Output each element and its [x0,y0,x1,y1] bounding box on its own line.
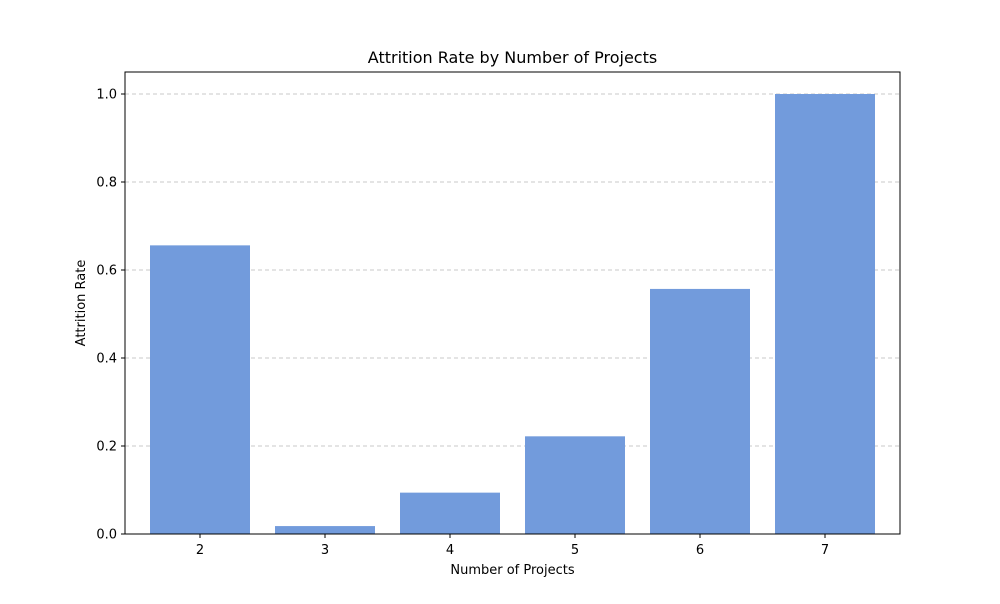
bars [150,94,875,535]
y-tick-label: 0.4 [96,352,117,367]
chart-title: Attrition Rate by Number of Projects [368,48,657,67]
bar-4 [400,492,500,534]
plot-frame [124,71,901,535]
x-tick-label: 4 [446,543,454,558]
y-tick-label: 0.2 [96,440,117,455]
x-tick-label: 7 [821,543,829,558]
x-axis-ticks: 2 3 4 5 6 7 [196,534,829,558]
bar-7 [775,94,875,534]
bar-2 [150,245,250,535]
x-tick-label: 5 [571,543,579,558]
y-tick-label: 1.0 [96,88,117,103]
x-tick-label: 2 [196,543,204,558]
y-tick-label: 0.8 [96,176,117,191]
gridlines [125,93,900,447]
y-tick-label: 0.6 [96,264,117,279]
bar-6 [650,288,750,534]
y-tick-label: 0.0 [96,528,117,543]
bar-5 [525,436,625,534]
x-tick-label: 3 [321,543,329,558]
y-axis-label: Attrition Rate [74,260,89,347]
x-tick-label: 6 [696,543,704,558]
y-axis-ticks: 0.0 0.2 0.4 0.6 0.8 1.0 [96,88,125,543]
bar-3 [275,526,375,534]
x-axis-label: Number of Projects [450,563,574,578]
